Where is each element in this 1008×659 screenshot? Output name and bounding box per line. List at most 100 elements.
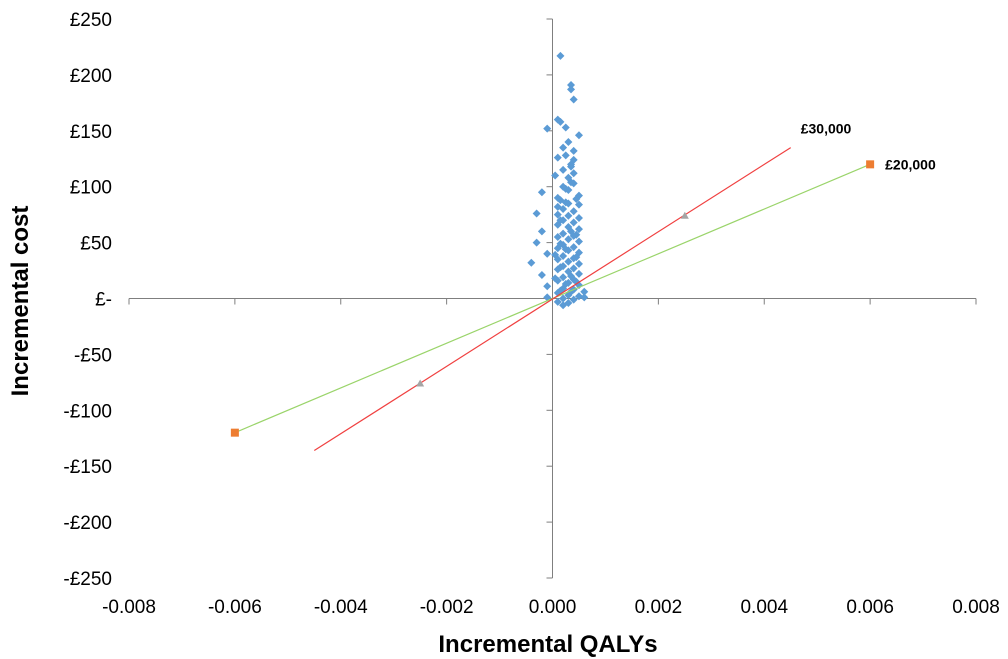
scatter-point (559, 165, 568, 174)
scatter-point (561, 279, 570, 288)
y-axis-title: Incremental cost (7, 206, 34, 397)
x-tick-label: -0.006 (208, 597, 262, 618)
x-tick-label: 0.008 (952, 597, 1000, 618)
y-tick-label: £- (95, 290, 112, 311)
scatter-point (572, 277, 581, 286)
x-tick-label: 0.006 (846, 597, 894, 618)
scatter-point (559, 205, 568, 214)
scatter-point (556, 51, 565, 60)
scatter-point (537, 271, 546, 280)
scatter-point (559, 294, 568, 303)
scatter-point (527, 258, 536, 267)
scatter-point (551, 171, 560, 180)
scatter-point (567, 85, 576, 94)
scatter-point (569, 146, 578, 155)
scatter-point (569, 243, 578, 252)
scatter-point (559, 252, 568, 261)
scatter-points-layer (230, 51, 875, 452)
y-tick-label: £100 (70, 178, 112, 199)
scatter-point (574, 225, 583, 234)
scatter-point (556, 216, 565, 225)
y-tick-label: £250 (70, 10, 112, 31)
scatter-point (574, 214, 583, 223)
series-label-20000: £20,000 (885, 156, 936, 172)
scatter-point (569, 295, 578, 304)
scatter-point (569, 264, 578, 273)
scatter-point (569, 95, 578, 104)
y-tick-label: £50 (80, 234, 112, 255)
y-tick-label: -£150 (63, 457, 112, 478)
scatter-point (561, 184, 570, 193)
scatter-point (572, 230, 581, 239)
scatter-point (567, 80, 576, 89)
scatter-point (574, 259, 583, 268)
scatter-point (572, 194, 581, 203)
scatter-point (556, 263, 565, 272)
scatter-point (553, 297, 562, 306)
x-tick-label: -0.002 (420, 597, 474, 618)
scatter-point (567, 272, 576, 281)
y-tick-label: -£50 (74, 345, 112, 366)
scatter-point (564, 235, 573, 244)
x-tick-label: 0.002 (635, 597, 683, 618)
marker-30000 (680, 211, 689, 219)
scatter-point (564, 211, 573, 220)
scatter-point (553, 210, 562, 219)
scatter-point (569, 218, 578, 227)
y-tick-label: -£200 (63, 513, 112, 534)
x-tick-label: -0.004 (314, 597, 368, 618)
scatter-point (567, 178, 576, 187)
marker-20000 (230, 428, 239, 437)
scatter-point (574, 292, 583, 301)
scatter-point (572, 253, 581, 262)
line-30000 (313, 147, 792, 452)
scatter-point (559, 229, 568, 238)
scatter-point (561, 123, 570, 132)
scatter-point (564, 137, 573, 146)
scatter-point (543, 124, 552, 133)
scatter-point (537, 188, 546, 197)
scatter-point (580, 287, 589, 296)
scatter-point (543, 282, 552, 291)
x-tick-label: 0.004 (740, 597, 788, 618)
scatter-point (574, 269, 583, 278)
scatter-point (543, 249, 552, 258)
scatter-point (532, 238, 541, 247)
scatter-point (574, 237, 583, 246)
scatter-point (553, 233, 562, 242)
scatter-point (559, 273, 568, 282)
labels-layer: -0.008 -0.006 -0.004 -0.002 0.000 0.002 0.004 0… (63, 10, 999, 618)
scatter-point (551, 250, 560, 259)
marker-20000 (866, 160, 875, 169)
scatter-point (567, 227, 576, 236)
y-tick-label: -£100 (63, 401, 112, 422)
y-tick-label: £200 (70, 66, 112, 87)
scatter-point (561, 198, 570, 207)
scatter-point (559, 143, 568, 152)
marker-30000 (416, 379, 425, 387)
x-tick-label: -0.008 (102, 597, 156, 618)
scatter-point (564, 257, 573, 266)
scatter-point (574, 200, 583, 209)
series-label-30000: £30,000 (801, 121, 852, 137)
scatter-point (561, 151, 570, 160)
y-tick-label: -£250 (63, 569, 112, 590)
scatter-point (551, 274, 560, 283)
scatter-point (556, 239, 565, 248)
x-tick-label: 0.000 (529, 597, 577, 618)
x-axis-title: Incremental QALYs (438, 631, 657, 658)
scatter-point (569, 207, 578, 216)
scatter-point (537, 227, 546, 236)
scatter-point (532, 209, 541, 218)
scatter-point (569, 169, 578, 178)
scatter-point (553, 153, 562, 162)
scatter-point (580, 293, 589, 302)
scatter-point (574, 131, 583, 140)
y-tick-label: £150 (70, 122, 112, 143)
scatter-point (561, 245, 570, 254)
scatter-point (567, 160, 576, 169)
scatter-point (559, 301, 568, 310)
scatter-point (556, 117, 565, 126)
